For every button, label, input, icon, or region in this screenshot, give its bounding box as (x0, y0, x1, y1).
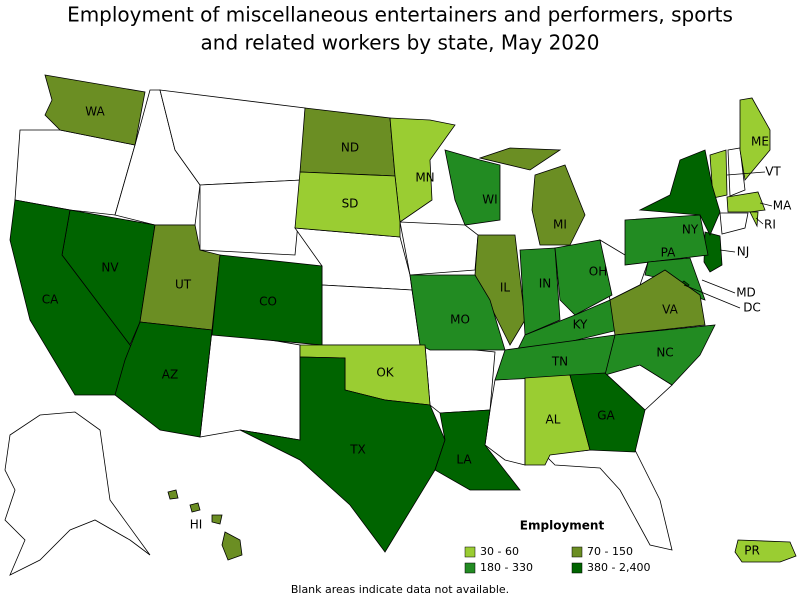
state-label: OH (589, 265, 607, 279)
state (199, 179, 303, 256)
leader-line (719, 249, 736, 253)
legend: Employment 30 - 60 70 - 150 180 - 330 380 -… (464, 519, 650, 574)
state-label: NJ (737, 245, 750, 259)
legend-title: Employment (520, 519, 605, 533)
state-label: HI (190, 518, 203, 532)
state-shape (519, 247, 561, 336)
state (719, 212, 749, 235)
state-label: GA (597, 409, 615, 423)
state-label: WI (482, 193, 497, 207)
state-shape (739, 97, 771, 181)
state-shape (189, 502, 201, 513)
legend-label: 180 - 330 (480, 561, 533, 574)
legend-label: 70 - 150 (587, 545, 633, 558)
legend-swatch (464, 562, 476, 574)
state-label: KY (573, 318, 588, 332)
leader-line (701, 279, 736, 294)
state-shape (167, 489, 179, 500)
state (4, 411, 151, 576)
state-label: UT (175, 278, 192, 292)
leader-line (726, 171, 766, 176)
leader-line (755, 217, 764, 225)
state-label: ME (751, 135, 769, 149)
state-shape (531, 164, 586, 246)
state-shape (474, 234, 526, 346)
state-shape (211, 514, 223, 525)
state (321, 284, 421, 346)
state (14, 129, 136, 216)
state-shape (478, 147, 562, 171)
state-shape (569, 372, 646, 453)
state-shape (221, 531, 243, 561)
state-shape (734, 539, 797, 563)
state-shape (294, 171, 401, 238)
state-label: MA (773, 199, 792, 213)
state-shape (638, 149, 721, 236)
state-label: PR (744, 544, 760, 558)
state-label: MN (415, 171, 434, 185)
state-label: MD (736, 286, 756, 300)
state-label: VA (662, 303, 678, 317)
state-label: LA (456, 453, 472, 467)
state-label: MO (450, 313, 470, 327)
state-label: OK (376, 366, 394, 380)
state-shape (44, 74, 146, 146)
state-label: IN (539, 277, 552, 291)
state-shape (554, 239, 613, 316)
state-label: AZ (162, 368, 178, 382)
title-line: Employment of miscellaneous entertainers… (67, 3, 733, 27)
state-label: CO (259, 295, 277, 309)
state-label: RI (764, 218, 776, 232)
legend-label: 30 - 60 (480, 545, 519, 558)
state-label: MI (553, 218, 567, 232)
state (544, 449, 673, 551)
state-shape (444, 149, 501, 226)
legend-swatch (464, 546, 476, 558)
state-shape (726, 191, 766, 213)
footnote: Blank areas indicate data not available. (291, 583, 509, 596)
legend-swatch (571, 546, 583, 558)
state-label: AL (546, 413, 561, 427)
state-label: NC (656, 346, 673, 360)
state (199, 329, 301, 441)
state-shape (434, 409, 521, 491)
state (727, 147, 746, 197)
state-shape (624, 214, 709, 266)
state-label: ND (341, 141, 359, 155)
states (9, 74, 797, 563)
state-label: TX (349, 443, 366, 457)
state-label: IL (500, 281, 511, 295)
state-label: PA (661, 246, 676, 260)
state-label: DC (743, 301, 761, 315)
state-label: NY (682, 223, 699, 237)
blank-states (4, 89, 749, 576)
state-label: NV (101, 261, 119, 275)
state-shape (703, 231, 723, 273)
state-label: VT (765, 165, 781, 179)
state-label: TN (551, 355, 568, 369)
state-label: CA (42, 293, 59, 307)
leader-line (683, 284, 741, 309)
state-label: WA (85, 105, 105, 119)
state (424, 344, 496, 414)
leader-line (759, 202, 773, 207)
state (399, 221, 479, 276)
leader-lines (683, 171, 773, 309)
title-line: and related workers by state, May 2020 (201, 31, 600, 55)
state-shape (114, 321, 213, 438)
legend-label: 380 - 2,400 (587, 561, 650, 574)
state-label: SD (342, 197, 359, 211)
legend-swatch (571, 562, 583, 574)
